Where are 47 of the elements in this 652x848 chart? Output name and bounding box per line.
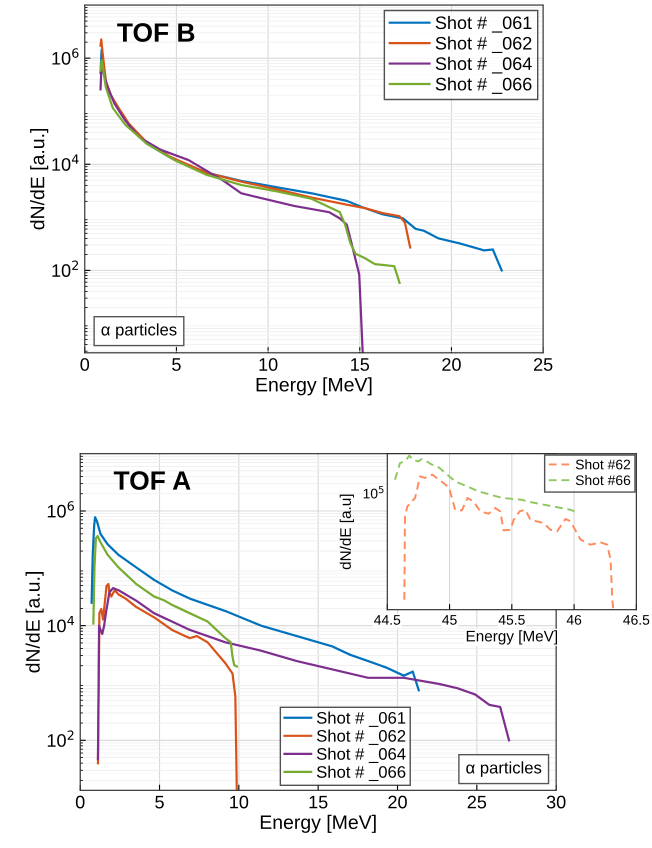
x-tick-label: 46.5 (623, 614, 650, 625)
y-axis-title: dN/dE [a.u.] (30, 128, 48, 230)
y-tick-label: 10$^{6}$ (52, 48, 79, 65)
x-tick-label: 15 (310, 796, 328, 808)
x-tick-label: 0 (80, 358, 90, 371)
y-tick-label: 10$^{4}$ (48, 616, 74, 632)
legend-label: Shot #62 (576, 459, 630, 470)
x-tick-label: 5 (172, 358, 181, 371)
x-tick-label: 45.5 (498, 615, 525, 625)
x-tick-label: 30 (546, 796, 566, 808)
x-tick-label: 25 (468, 796, 486, 808)
legend-label: Shot #66 (576, 474, 630, 486)
text: TOF A (114, 471, 191, 490)
x-tick-label: 10 (259, 358, 278, 371)
y-axis-title: dN/dE [a.u] (340, 494, 354, 570)
legend-label: Shot # _066 (436, 77, 532, 94)
y-tick-label: 10$^{6}$ (48, 501, 74, 518)
y-axis-title: dN/dE [a.u.] (26, 572, 44, 673)
x-axis-title: Energy [MeV] (466, 630, 558, 645)
annotation: 10$^{5}$ (364, 486, 384, 499)
x-axis-title: Energy [MeV] (260, 814, 376, 833)
line-series (92, 534, 238, 668)
y-tick-label: 10$^{2}$ (52, 260, 78, 277)
legend-label: Shot # _062 (316, 730, 406, 745)
x-axis-title: Energy [MeV] (256, 377, 372, 396)
x-tick-label: 44.5 (374, 615, 400, 625)
annotation: α particles (466, 761, 542, 777)
y-tick-label: 10$^{4}$ (52, 154, 79, 171)
legend-label: Shot # _066 (316, 766, 406, 782)
x-tick-label: 20 (442, 358, 461, 371)
legend-label: Shot # _062 (436, 36, 532, 54)
line-series (99, 59, 401, 284)
x-tick-label: 45 (442, 615, 457, 625)
legend-label: Shot # _061 (436, 16, 532, 33)
x-tick-label: 46 (566, 614, 582, 625)
annotation: α particles (102, 323, 177, 339)
x-tick-label: 5 (155, 796, 164, 808)
x-tick-label: 20 (388, 796, 407, 808)
legend-label: Shot # _064 (316, 748, 406, 763)
legend-label: Shot # _064 (436, 56, 532, 74)
x-tick-label: 10 (230, 796, 248, 808)
x-tick-label: 25 (534, 358, 552, 371)
x-tick-label: 15 (351, 358, 370, 371)
y-tick-label: 10$^{2}$ (48, 730, 74, 747)
x-tick-label: 0 (76, 796, 85, 808)
legend-label: Shot # _061 (316, 712, 406, 727)
text: TOF B (117, 23, 194, 42)
